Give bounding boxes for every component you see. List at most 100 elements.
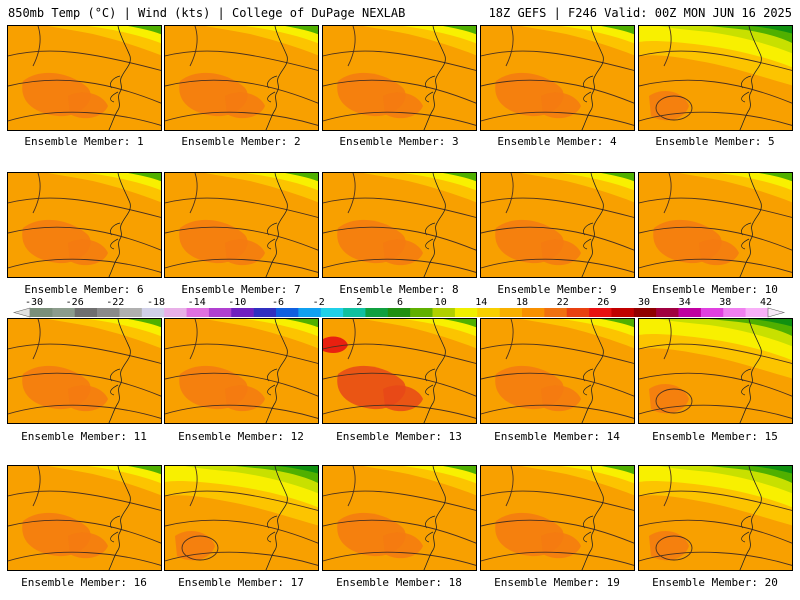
- bay-outline: [741, 75, 752, 103]
- north-band-green: [443, 26, 476, 35]
- ensemble-member-map: [164, 25, 319, 131]
- colorbar-swatch: [678, 308, 702, 317]
- low-contour: [655, 388, 693, 414]
- height-contour: [639, 551, 792, 566]
- ensemble-member-map: [322, 318, 477, 424]
- coastline: [581, 319, 604, 423]
- cool-band-green: [709, 319, 792, 337]
- colorbar-swatch: [97, 308, 120, 317]
- coastline: [108, 173, 131, 277]
- cool-band-yg: [185, 466, 318, 494]
- ensemble-member-label: Ensemble Member: 20: [652, 576, 778, 589]
- height-contour: [165, 258, 318, 273]
- member-map-canvas: [481, 26, 634, 130]
- cool-band-yg: [659, 319, 792, 347]
- height-contour: [347, 173, 356, 214]
- colorbar-tick-label: 10: [435, 297, 447, 308]
- height-contour: [189, 466, 198, 507]
- warm-region: [383, 532, 423, 559]
- height-contour: [165, 372, 318, 397]
- ensemble-member-label: Ensemble Member: 2: [181, 135, 301, 148]
- height-contour: [189, 173, 198, 214]
- cool-band-yg: [659, 466, 792, 494]
- height-contour: [481, 343, 634, 364]
- bay-outline: [110, 368, 121, 396]
- height-contour: [481, 490, 634, 511]
- height-contour: [663, 319, 672, 360]
- coastline: [581, 26, 604, 130]
- height-contour: [8, 372, 161, 397]
- height-contour: [639, 372, 792, 397]
- ensemble-member-label: Ensemble Member: 19: [494, 576, 620, 589]
- north-band-yellow: [245, 319, 318, 337]
- colorbar-swatch: [208, 308, 232, 317]
- colorbar-swatch: [141, 308, 165, 317]
- height-contour: [32, 319, 41, 360]
- ensemble-member-map: [480, 465, 635, 571]
- height-contour: [663, 26, 672, 67]
- height-contour: [32, 173, 41, 214]
- ensemble-member-label: Ensemble Member: 15: [652, 430, 778, 443]
- colorbar-swatch: [745, 308, 769, 317]
- ensemble-member-map: [638, 25, 793, 131]
- height-contour: [165, 111, 318, 126]
- member-map-canvas: [165, 26, 318, 130]
- cool-band-green: [709, 26, 792, 44]
- coastline: [108, 466, 131, 570]
- ensemble-member-label: Ensemble Member: 18: [336, 576, 462, 589]
- height-contour: [323, 490, 476, 511]
- height-contour: [639, 490, 792, 511]
- cool-band-dark-green: [749, 319, 792, 327]
- member-map-canvas: [323, 466, 476, 570]
- temperature-colorbar: -30 -26 -22 -18 -14 -10 -6 -2 2 6 10 14 18 22 26 30 34 38…: [12, 297, 786, 318]
- north-band-green: [759, 173, 792, 182]
- member-map-canvas: [165, 173, 318, 277]
- coastline: [108, 26, 131, 130]
- ensemble-member-label: Ensemble Member: 17: [178, 576, 304, 589]
- north-band-green: [601, 319, 634, 328]
- cool-band-yg: [659, 26, 792, 54]
- bay-outline: [425, 368, 436, 396]
- coastline: [265, 173, 288, 277]
- height-contour: [639, 343, 792, 364]
- ensemble-member-label: Ensemble Member: 13: [336, 430, 462, 443]
- member-map-canvas: [8, 466, 161, 570]
- height-contour: [8, 50, 161, 71]
- warm-region: [383, 92, 423, 119]
- bay-outline: [741, 368, 752, 396]
- hot-core: [323, 336, 348, 353]
- warm-region: [541, 385, 581, 412]
- north-band-green: [443, 319, 476, 328]
- cool-band-green: [709, 466, 792, 484]
- bay-outline: [110, 222, 121, 250]
- ensemble-member-map: [7, 318, 162, 424]
- colorbar-swatch: [544, 308, 568, 317]
- cool-band-dark-green: [275, 466, 318, 474]
- height-contour: [481, 404, 634, 419]
- north-band-green: [285, 319, 318, 328]
- cool-band-dark-green: [749, 466, 792, 474]
- warm-region: [541, 92, 581, 119]
- ensemble-member-label: Ensemble Member: 1: [24, 135, 144, 148]
- height-contour: [189, 319, 198, 360]
- height-contour: [323, 258, 476, 273]
- height-contour: [165, 50, 318, 71]
- ensemble-member-map: [164, 172, 319, 278]
- ensemble-member-map: [7, 25, 162, 131]
- colorbar-tick-label: -30: [25, 297, 43, 308]
- colorbar-right-arrow: [767, 307, 786, 318]
- warm-region: [68, 385, 108, 412]
- north-band-yellow: [561, 319, 634, 337]
- colorbar-tick-label: -14: [188, 297, 206, 308]
- height-contour: [323, 372, 476, 397]
- colorbar-swatch: [298, 308, 322, 317]
- coastline: [423, 466, 446, 570]
- ensemble-member-label: Ensemble Member: 4: [497, 135, 617, 148]
- ensemble-member-label: Ensemble Member: 14: [494, 430, 620, 443]
- height-contour: [323, 197, 476, 218]
- coastline: [108, 319, 131, 423]
- coastline: [423, 319, 446, 423]
- colorbar-swatch: [454, 308, 478, 317]
- colorbar-tick-label: -18: [147, 297, 165, 308]
- height-contour: [639, 111, 792, 126]
